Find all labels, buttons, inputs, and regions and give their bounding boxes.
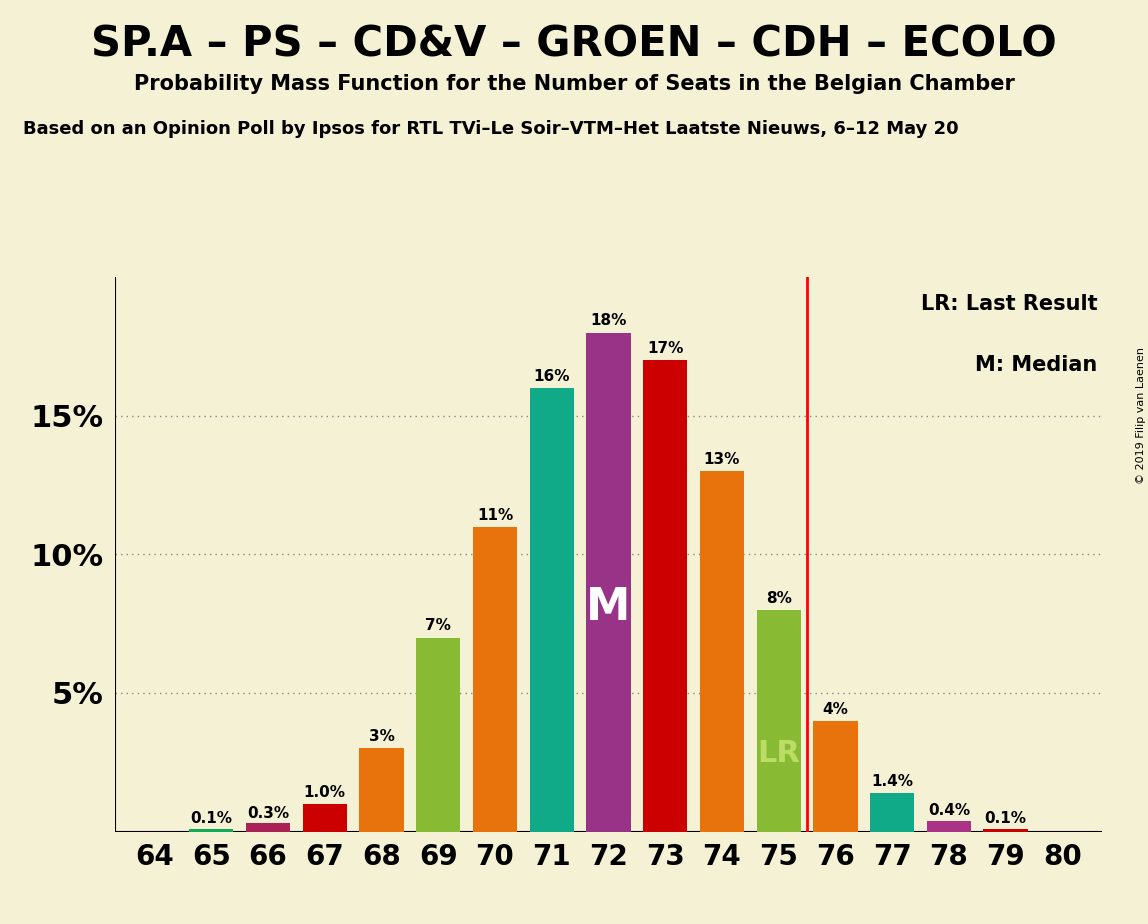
Text: 16%: 16% [534,369,569,384]
Text: M: M [587,586,630,628]
Bar [984,829,1027,832]
Bar [246,823,290,832]
Text: 0.1%: 0.1% [985,811,1026,826]
Bar [416,638,460,832]
Text: 8%: 8% [766,590,792,606]
Text: © 2019 Filip van Laenen: © 2019 Filip van Laenen [1135,347,1146,484]
Text: 0.4%: 0.4% [928,803,970,818]
Bar [587,333,630,832]
Text: Probability Mass Function for the Number of Seats in the Belgian Chamber: Probability Mass Function for the Number… [133,74,1015,94]
Text: 11%: 11% [476,507,513,523]
Bar [529,388,574,832]
Bar [189,829,233,832]
Bar [870,793,914,832]
Text: 3%: 3% [369,729,395,745]
Text: LR: Last Result: LR: Last Result [921,294,1097,314]
Bar [359,748,404,832]
Bar [813,721,858,832]
Text: 17%: 17% [647,341,683,356]
Text: Based on an Opinion Poll by Ipsos for RTL TVi–Le Soir–VTM–Het Laatste Nieuws, 6–: Based on an Opinion Poll by Ipsos for RT… [23,120,959,138]
Text: SP.A – PS – CD&V – GROEN – CDH – ECOLO: SP.A – PS – CD&V – GROEN – CDH – ECOLO [91,23,1057,65]
Text: 4%: 4% [822,701,848,717]
Text: 18%: 18% [590,313,627,329]
Text: M: Median: M: Median [975,355,1097,375]
Text: LR: LR [758,739,800,769]
Text: 1.0%: 1.0% [304,784,346,799]
Text: 7%: 7% [425,618,451,634]
Bar [473,527,517,832]
Bar [700,471,744,832]
Bar [926,821,971,832]
Bar [757,610,801,832]
Bar [643,360,688,832]
Text: 0.3%: 0.3% [247,806,289,821]
Text: 13%: 13% [704,452,740,468]
Bar [303,804,347,832]
Text: 1.4%: 1.4% [871,773,913,789]
Text: 0.1%: 0.1% [191,811,232,826]
